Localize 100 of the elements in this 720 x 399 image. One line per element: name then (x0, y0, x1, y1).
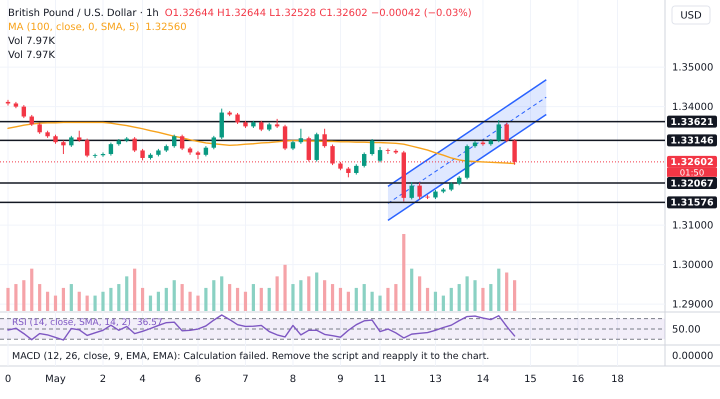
annotation: Vol 7.97K (8, 50, 56, 61)
bar (370, 292, 374, 311)
candlestick (140, 148, 145, 161)
candlestick (69, 135, 74, 148)
bar (434, 292, 438, 311)
x-tick-label: 16 (572, 374, 584, 386)
bar (172, 280, 176, 311)
bar (346, 292, 350, 311)
x-tick-label: 9 (337, 374, 344, 386)
candlestick (282, 124, 288, 151)
ref-line-label: 1.31576 (670, 198, 714, 209)
candlestick (370, 138, 374, 156)
bar (62, 288, 66, 311)
ref-line-label: 1.33621 (670, 116, 714, 128)
bar (22, 280, 26, 311)
candlestick (180, 134, 184, 151)
y-tick-label: 1.35000 (672, 62, 714, 74)
x-tick-label: 6 (194, 374, 202, 386)
bar (70, 284, 73, 311)
bar (133, 268, 136, 311)
candlestick (504, 122, 509, 143)
text: 0.00000 (672, 351, 714, 362)
bar (180, 284, 184, 311)
bar (164, 288, 168, 311)
bar (117, 284, 120, 311)
bar (30, 268, 34, 311)
bar (252, 284, 255, 311)
candlestick (204, 146, 208, 157)
candlestick (132, 136, 137, 153)
x-tick-label: 7 (242, 374, 249, 386)
bar (330, 284, 334, 311)
text: O1.32644 H1.32644 L1.32528 C1.32602 −0.00042 (−0.03%) (164, 8, 472, 19)
bar (481, 288, 485, 311)
y-tick-label: 1.31000 (672, 220, 714, 232)
candlestick (362, 152, 366, 168)
candlestick (496, 120, 501, 143)
bar (196, 296, 200, 311)
x-tick-label: 4 (139, 374, 146, 386)
series-label: RSI (14, close, SMA, 14, 2) (12, 318, 131, 328)
candlestick (172, 134, 176, 148)
bar (276, 276, 279, 311)
annotation: Vol 7.97K (8, 36, 56, 47)
ref-line-label: 1.33146 (670, 136, 714, 147)
annotation: 1.32560 (145, 22, 187, 33)
x-tick-label: 14 (476, 374, 490, 386)
y-tick-label: 1.29000 (672, 300, 714, 311)
text: MACD (12, 26, close, 9, EMA, EMA): Calculation failed. Remove the script and reapply it to the chart. (12, 350, 490, 362)
bar (140, 288, 144, 311)
bar (418, 276, 422, 311)
bar (244, 292, 248, 311)
bar (46, 292, 50, 311)
candlestick (410, 182, 414, 200)
bar (220, 276, 224, 311)
bar (378, 296, 382, 311)
bar (101, 292, 105, 311)
bar (6, 288, 10, 311)
text: British Pound / U.S. Dollar · 1h (8, 8, 159, 19)
candlestick (108, 142, 114, 156)
bar (338, 288, 342, 311)
candlestick (259, 120, 264, 132)
bar (212, 280, 216, 311)
text: 01:50 (680, 168, 704, 178)
bar (458, 284, 461, 311)
bar (291, 284, 295, 311)
x-tick-label: 0 (4, 374, 12, 386)
bar (188, 292, 192, 311)
bar (402, 234, 406, 311)
candlestick (212, 135, 216, 150)
candlestick (298, 128, 304, 144)
candlestick (290, 140, 296, 151)
ref-line-label: 1.32067 (670, 178, 714, 190)
candlestick (22, 104, 26, 119)
bar (426, 288, 430, 311)
x-tick-label: May (45, 374, 66, 386)
x-tick-label: 15 (524, 374, 537, 386)
x-tick-label: 13 (429, 374, 442, 386)
bar (307, 276, 310, 311)
bar (38, 284, 42, 311)
bar (394, 284, 398, 311)
candlestick (449, 182, 454, 192)
candlestick (274, 118, 280, 128)
bar (323, 280, 326, 311)
candlestick (61, 140, 66, 155)
bar (410, 268, 414, 311)
candlestick (37, 122, 42, 134)
candlestick (84, 138, 90, 158)
text: MA (100, close, 0, SMA, 5) (8, 22, 140, 33)
candlestick (433, 189, 438, 200)
bar (125, 276, 128, 311)
text: 50.00 (672, 324, 701, 336)
bar (204, 288, 208, 311)
annotation: 36.57 (136, 318, 163, 328)
bar (386, 288, 390, 311)
x-tick-label: 18 (611, 374, 624, 386)
y-tick-label: 1.30000 (672, 260, 714, 272)
candlestick (354, 164, 358, 176)
bar (299, 280, 302, 311)
candlestick (30, 114, 34, 126)
bar (236, 288, 240, 311)
text: USD (680, 10, 702, 22)
